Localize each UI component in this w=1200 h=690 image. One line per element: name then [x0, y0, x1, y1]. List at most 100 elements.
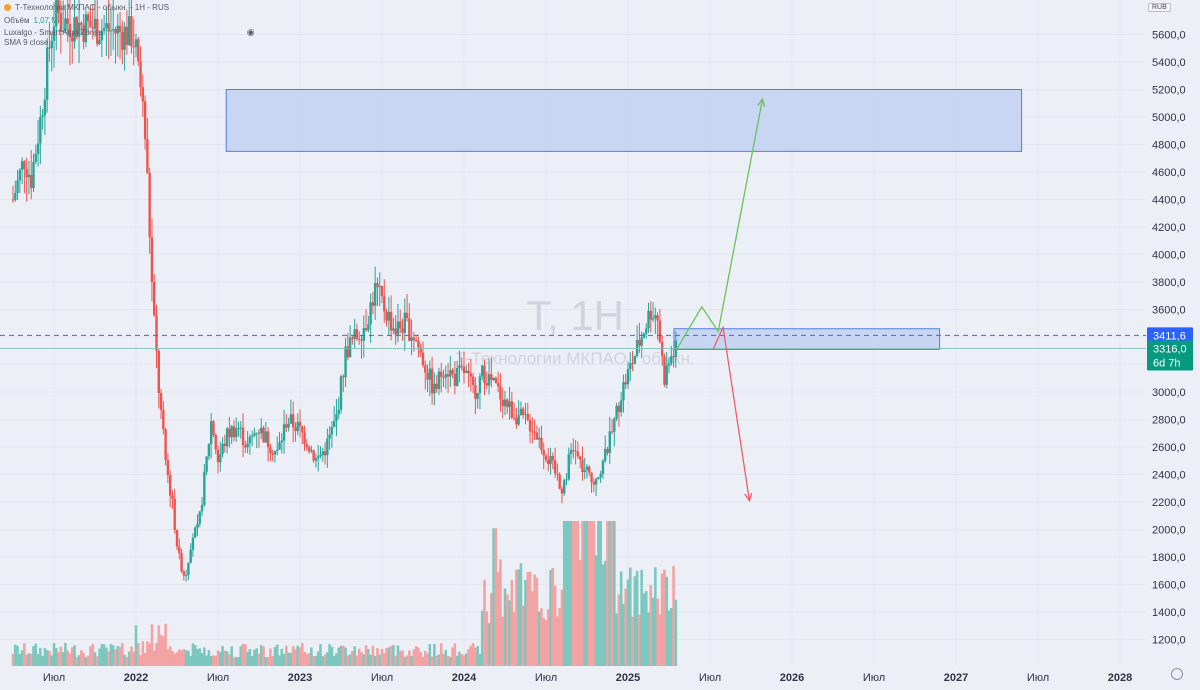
- x-tick-label: Июл: [863, 672, 885, 684]
- volume-bar: [196, 649, 199, 666]
- candle-body: [57, 0, 60, 13]
- candle-body: [524, 413, 527, 415]
- volume-bar: [613, 521, 616, 666]
- candle-body: [86, 14, 90, 22]
- volume-bar: [296, 645, 300, 666]
- candle-body: [59, 12, 63, 32]
- volume-bar: [462, 655, 466, 666]
- bullish-arrow: [676, 98, 764, 349]
- volume-bar: [177, 649, 181, 666]
- time-axis[interactable]: Июл 2022 Июл 2023 Июл 2024 Июл 2025 Июл 2026 Июл 20…: [43, 672, 1132, 684]
- volume-bar: [278, 655, 281, 666]
- candle-body: [112, 29, 115, 31]
- candle-body: [635, 339, 639, 356]
- candle-body: [665, 365, 668, 385]
- volume-bar: [651, 597, 655, 666]
- x-tick-label: Июл: [371, 672, 393, 684]
- x-tick-label: 2026: [780, 672, 804, 684]
- price-tags: 3411,6 3316,0 6d 7h: [1147, 327, 1193, 371]
- volume-bar: [273, 647, 277, 666]
- legend-indicator-label: Luxalgo - Smart Algo Zones: [4, 28, 103, 37]
- volume-bar: [392, 645, 395, 666]
- candle-body: [141, 87, 145, 102]
- eye-icon[interactable]: ◉: [246, 27, 255, 37]
- volume-bar: [401, 650, 404, 666]
- volume-bar: [57, 652, 60, 666]
- candle-body: [670, 356, 673, 364]
- volume-bar: [348, 654, 352, 666]
- candle-body: [339, 376, 343, 410]
- target-zone-1[interactable]: [225, 89, 1023, 152]
- candle-body: [506, 399, 509, 408]
- volume-bar: [572, 521, 575, 666]
- candle-body: [458, 365, 461, 369]
- candle-body: [501, 399, 504, 407]
- volume-bar: [583, 521, 587, 666]
- volume-bar: [533, 574, 536, 666]
- target-zone-2[interactable]: [673, 328, 941, 350]
- candle-body: [481, 365, 484, 377]
- candle-body: [223, 443, 227, 447]
- candle-body: [574, 450, 577, 452]
- volume-bar: [385, 647, 388, 666]
- candle-body: [212, 421, 215, 435]
- candle-body: [465, 370, 468, 373]
- volume-bar: [250, 655, 254, 666]
- candle-body: [442, 376, 445, 378]
- volume-bar: [257, 653, 261, 666]
- volume-bar: [285, 645, 288, 666]
- candle-body: [16, 180, 19, 194]
- y-tick-label: 3800,0: [1152, 277, 1186, 289]
- candle-body: [581, 459, 584, 473]
- volume-bar: [335, 653, 338, 666]
- candle-body: [241, 427, 245, 446]
- candle-body: [531, 431, 534, 433]
- volume-bar: [73, 645, 76, 666]
- volume-bar: [214, 655, 218, 666]
- volume-bar: [29, 653, 33, 666]
- legend-symbol-row[interactable]: Т-Технологии МКПАО - обыкн. - 1Н - RUS: [4, 3, 169, 12]
- candle-body: [421, 352, 425, 366]
- candle-body: [576, 451, 580, 457]
- candle-body: [435, 383, 438, 390]
- volume-bar: [517, 569, 520, 666]
- candle-body: [328, 434, 331, 439]
- candle-body: [510, 401, 514, 418]
- watermark: T, 1H Т-Технологии МКПАО - обыкн.: [455, 292, 695, 368]
- candle-body: [125, 26, 129, 45]
- volume-bar: [647, 612, 650, 666]
- legend-indicator-row[interactable]: Luxalgo - Smart Algo Zones ◉: [4, 27, 255, 38]
- volume-bar: [141, 641, 145, 666]
- candle-body: [367, 324, 370, 331]
- volume-bar: [394, 655, 397, 666]
- candle-body: [483, 365, 486, 384]
- chart-grid: [0, 0, 1146, 666]
- volume-bar: [658, 614, 662, 666]
- volume-bar: [469, 645, 473, 666]
- candle-body: [310, 450, 313, 452]
- volume-bar: [430, 656, 434, 666]
- candle-body: [617, 405, 621, 413]
- candle-body: [93, 18, 97, 29]
- candle-body: [134, 39, 138, 48]
- candle-body: [455, 368, 459, 386]
- y-tick-label: 4200,0: [1152, 222, 1186, 234]
- candle-body: [626, 369, 630, 385]
- candle-body: [629, 363, 632, 370]
- candle-body: [346, 346, 350, 358]
- zones-layer: [225, 89, 1023, 350]
- volume-bar: [467, 649, 470, 666]
- volume-bar: [70, 647, 74, 666]
- volume-bar: [519, 563, 523, 666]
- candle-body: [266, 431, 270, 448]
- gear-icon[interactable]: [1171, 668, 1183, 680]
- volume-bar: [168, 646, 172, 666]
- currency-badge[interactable]: RUB: [1148, 3, 1171, 12]
- volume-bar: [91, 643, 95, 666]
- candle-body: [219, 454, 222, 463]
- bullish-arrow-head: [757, 97, 766, 108]
- legend-volume-row[interactable]: Объём 1,07 M: [4, 16, 58, 25]
- legend-sma-row[interactable]: SMA 9 close: [4, 38, 48, 47]
- candle-body: [610, 431, 614, 433]
